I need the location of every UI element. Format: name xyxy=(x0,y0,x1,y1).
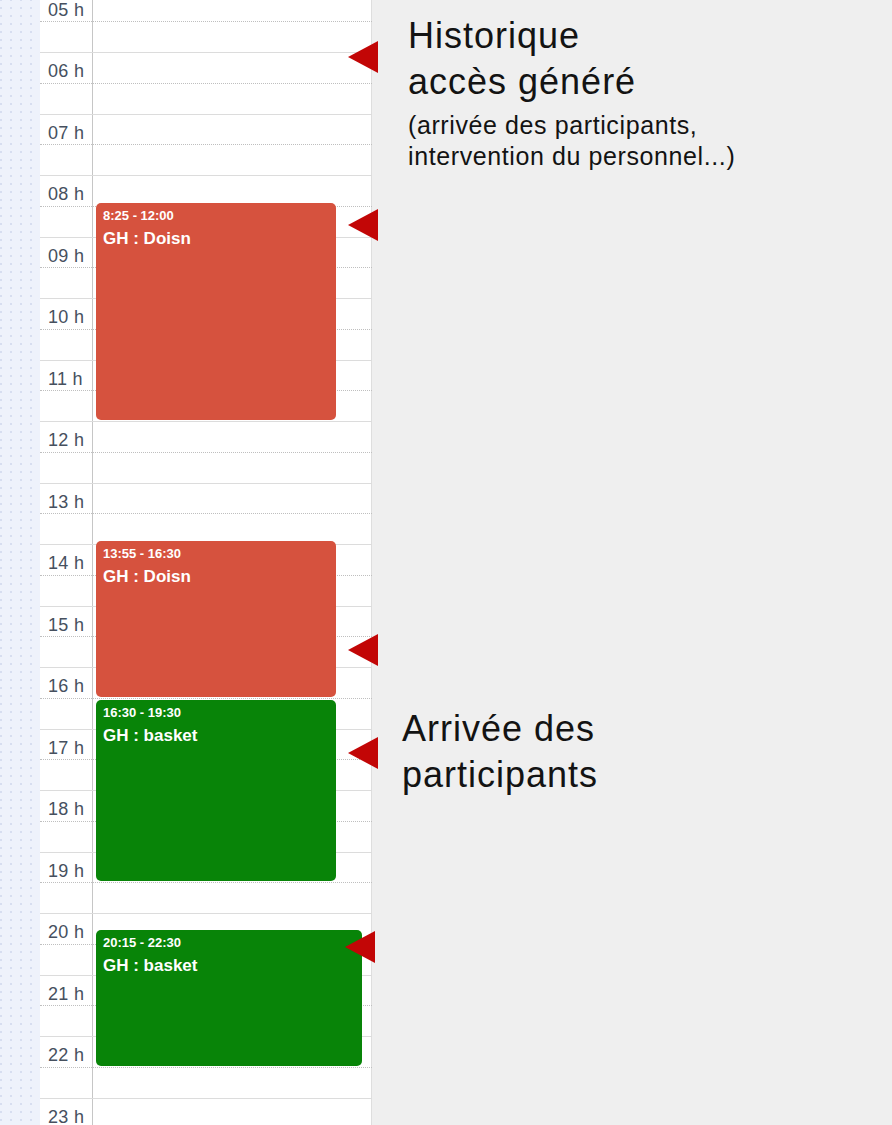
event-time-range: 16:30 - 19:30 xyxy=(103,705,329,721)
event-time-range: 8:25 - 12:00 xyxy=(103,208,329,224)
callout-arrow-event1 xyxy=(348,209,378,241)
annotation-historique: Historique accès généré (arrivée des par… xyxy=(408,13,735,172)
event-time-range: 13:55 - 16:30 xyxy=(103,546,329,562)
calendar-event[interactable]: 20:15 - 22:30 GH : basket xyxy=(96,930,362,1065)
annotation-historique-sub1: (arrivée des participants, xyxy=(408,110,735,141)
annotation-historique-line2: accès généré xyxy=(408,59,735,105)
calendar-event[interactable]: 13:55 - 16:30 GH : Doisn xyxy=(96,541,336,697)
event-title: GH : Doisn xyxy=(103,228,329,249)
annotation-arrivee-line2: participants xyxy=(402,752,598,798)
event-title: GH : basket xyxy=(103,955,355,976)
callout-arrow-event4 xyxy=(345,931,375,963)
calendar-event[interactable]: 16:30 - 19:30 GH : basket xyxy=(96,700,336,882)
calendar-event[interactable]: 8:25 - 12:00 GH : Doisn xyxy=(96,203,336,420)
event-time-range: 20:15 - 22:30 xyxy=(103,935,355,951)
annotation-panel: Historique accès généré (arrivée des par… xyxy=(372,0,892,1125)
callout-arrow-event3 xyxy=(348,737,378,769)
annotation-historique-sub2: intervention du personnel...) xyxy=(408,141,735,172)
calendar-events-layer: 8:25 - 12:00 GH : Doisn 13:55 - 16:30 GH : … xyxy=(96,0,372,1125)
callout-arrow-event2 xyxy=(348,634,378,666)
annotation-historique-line1: Historique xyxy=(408,13,735,59)
calendar-screenshot: 05 h06 h07 h08 h09 h10 h11 h12 h13 h14 h… xyxy=(0,0,892,1125)
annotation-arrivee-line1: Arrivée des xyxy=(402,706,598,752)
time-axis-column xyxy=(40,0,93,1125)
calendar-left-gutter xyxy=(0,0,40,1125)
event-title: GH : basket xyxy=(103,725,329,746)
event-title: GH : Doisn xyxy=(103,566,329,587)
annotation-arrivee: Arrivée des participants xyxy=(402,706,598,798)
callout-arrow-historique xyxy=(348,41,378,73)
